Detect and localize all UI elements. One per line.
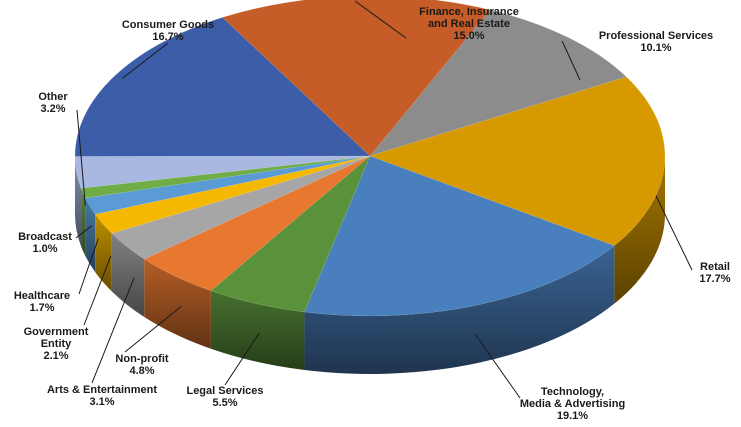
label-government-entity: Government Entity 2.1% <box>23 326 89 362</box>
pie-slice-government-entity <box>94 155 371 234</box>
pie-side-retail <box>614 156 665 304</box>
pie-slice-technology-media-advertising <box>304 155 615 317</box>
leader-line-consumer-goods <box>121 42 169 79</box>
pie-side-broadcast <box>81 188 86 257</box>
pie-slice-consumer-goods <box>74 17 371 157</box>
leader-line-government-entity <box>83 255 112 326</box>
pie-slice-finance-insurance-and-real-estate <box>222 0 491 157</box>
pie-slice-legal-services <box>210 155 371 313</box>
leader-line-other <box>76 109 86 206</box>
label-technology: Technology, Media & Advertising 19.1% <box>519 386 626 422</box>
pie-side-non-profit <box>144 259 211 349</box>
label-non-profit: Non-profit 4.8% <box>115 353 169 377</box>
label-finance-name: Finance, Insurance and Real Estate <box>419 6 519 30</box>
pie-slice-retail <box>369 76 666 246</box>
pie-side-technology-media-advertising <box>304 245 615 375</box>
pie-slice-arts-entertainment <box>111 155 371 260</box>
leader-line-finance-insurance-and-real-estate <box>354 0 407 39</box>
pie-side-arts-entertainment <box>111 233 145 318</box>
leader-line-professional-services <box>561 40 581 81</box>
label-professional-services: Professional Services 10.1% <box>598 30 714 54</box>
pie-side-other <box>75 156 82 247</box>
label-broadcast: Broadcast 1.0% <box>18 231 72 255</box>
leader-line-technology-media-advertising <box>474 333 521 399</box>
leader-line-legal-services <box>224 332 260 386</box>
pie-side-legal-services <box>210 290 305 370</box>
label-consumer-goods: Consumer Goods 16.7% <box>121 19 215 43</box>
label-healthcare: Healthcare 1.7% <box>13 290 71 314</box>
pie-slice-other <box>74 155 371 189</box>
label-other: Other 3.2% <box>38 91 68 115</box>
label-retail: Retail 17.7% <box>699 261 731 285</box>
pie-slice-professional-services <box>369 9 627 157</box>
leader-line-retail <box>655 195 693 271</box>
label-legal-services: Legal Services 5.5% <box>186 385 264 409</box>
label-arts-entertainment: Arts & Entertainment 3.1% <box>46 384 158 408</box>
leader-line-healthcare <box>78 238 99 295</box>
pie-slice-healthcare <box>84 155 371 215</box>
pie-slice-broadcast <box>80 155 371 199</box>
leader-line-broadcast <box>75 225 92 239</box>
leader-line-arts-entertainment <box>91 277 135 384</box>
leader-line-non-profit <box>124 305 182 353</box>
pie-side-government-entity <box>95 214 112 292</box>
pie-slice-non-profit <box>143 155 371 292</box>
label-finance: Finance, Insurance and Real Estate 15.0% <box>404 6 534 42</box>
